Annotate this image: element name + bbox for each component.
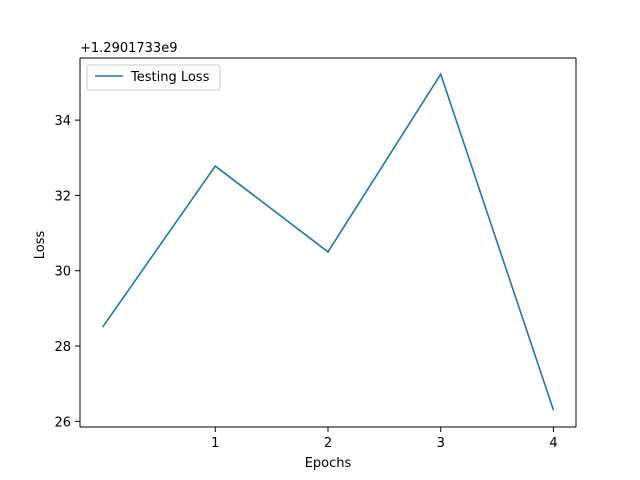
- series-line-testing-loss: [101, 72, 555, 411]
- y-tick-label: 26: [54, 415, 71, 430]
- y-axis-label: Loss: [33, 231, 48, 260]
- y-tick-label: 28: [54, 340, 71, 355]
- y-tick-label: 34: [54, 114, 71, 129]
- legend-entry-label: Testing Loss: [130, 70, 210, 85]
- x-tick-label: 3: [437, 436, 445, 451]
- x-tick-label: 1: [211, 436, 219, 451]
- y-axis-ticks: 26 28 30 32 34: [54, 114, 80, 430]
- plot-frame: [79, 57, 577, 428]
- x-tick-label: 2: [324, 436, 332, 451]
- y-tick-label: 32: [54, 189, 71, 204]
- series-layer: [101, 72, 555, 411]
- legend-box: [86, 64, 221, 91]
- y-axis-offset-label: +1.2901733e9: [80, 41, 177, 56]
- x-axis-ticks: 1 2 3 4: [211, 427, 558, 451]
- plot-area: [80, 58, 576, 427]
- x-axis-label: Epochs: [305, 456, 352, 471]
- x-tick-label: 4: [549, 436, 557, 451]
- y-tick-label: 30: [54, 265, 71, 280]
- legend: Testing Loss: [86, 64, 221, 91]
